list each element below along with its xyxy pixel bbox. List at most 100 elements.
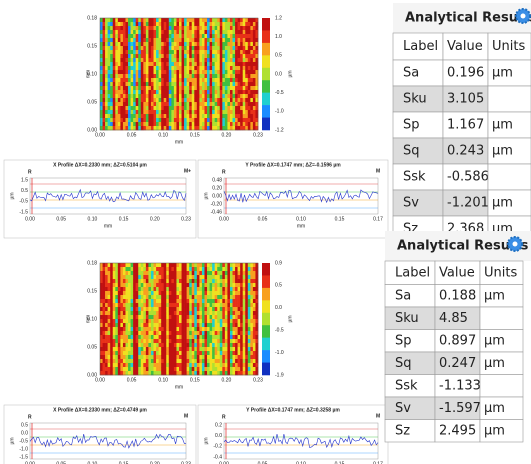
height-cell (163, 347, 167, 352)
height-cell (117, 331, 121, 336)
height-cell (128, 114, 131, 119)
height-cell (140, 331, 144, 336)
height-cell (240, 78, 244, 83)
height-cell (173, 30, 177, 35)
colorbar-segment (262, 263, 270, 276)
height-cell (255, 90, 259, 95)
height-cell (176, 263, 180, 268)
height-cell (181, 74, 185, 79)
height-cell (204, 331, 208, 336)
height-cell (128, 34, 131, 39)
height-cell (120, 90, 124, 95)
height-cell (240, 30, 244, 35)
height-cell (186, 102, 190, 107)
height-cell (112, 54, 116, 59)
height-cell (163, 22, 167, 27)
height-cell (189, 90, 193, 95)
height-cell (207, 295, 210, 300)
height-cell (209, 38, 213, 43)
height-cell (222, 90, 226, 95)
height-cell (130, 315, 134, 320)
height-cell (242, 367, 246, 372)
height-cell (120, 283, 124, 288)
height-cell (107, 26, 111, 31)
height-cell (189, 70, 193, 75)
height-cell (105, 110, 108, 115)
height-cell (145, 339, 149, 344)
height-cell (204, 263, 208, 268)
x-tick-label: 0.05 (258, 461, 268, 464)
height-cell (204, 339, 208, 344)
height-cell (252, 82, 256, 87)
height-cell (173, 70, 177, 75)
height-cell (181, 287, 185, 292)
height-cell (245, 46, 249, 51)
height-cell (209, 62, 213, 67)
height-cell (229, 311, 233, 316)
height-cell (153, 299, 157, 304)
height-cell (100, 82, 103, 87)
height-cell (191, 271, 195, 276)
height-cell (229, 271, 233, 276)
height-cell (135, 46, 139, 51)
height-cell (150, 26, 154, 31)
height-cell (122, 335, 126, 340)
height-cell (135, 122, 139, 127)
height-cell (189, 275, 193, 280)
x-tick-label: 0.05 (56, 461, 66, 464)
height-cell (140, 50, 144, 55)
height-cell (252, 347, 256, 352)
height-cell (247, 367, 251, 372)
height-cell (240, 331, 244, 336)
height-cell (191, 50, 195, 55)
height-cell (105, 102, 108, 107)
height-cell (125, 359, 129, 364)
height-cell (232, 339, 236, 344)
height-cell (133, 66, 136, 71)
height-cell (237, 62, 241, 67)
height-cell (150, 50, 154, 55)
height-cell (115, 22, 119, 27)
height-cell (161, 295, 165, 300)
height-cell (153, 315, 157, 320)
height-cell (168, 58, 172, 63)
height-cell (115, 319, 119, 324)
height-cell (217, 335, 221, 340)
height-cell (194, 267, 198, 272)
height-cell (255, 303, 259, 308)
height-cell (240, 315, 244, 320)
height-cell (186, 371, 190, 376)
height-cell (235, 315, 238, 320)
height-cell (247, 303, 251, 308)
height-cell (224, 26, 228, 31)
cell-text: Units (492, 39, 525, 54)
height-cell (173, 335, 177, 340)
height-cell (171, 363, 175, 368)
height-cell (209, 58, 213, 63)
height-cell (168, 78, 172, 83)
height-cell (128, 58, 131, 63)
height-cell (115, 283, 119, 288)
height-cell (115, 315, 119, 320)
height-cell (194, 335, 198, 340)
height-cell (102, 66, 106, 71)
height-cell (222, 54, 226, 59)
height-cell (112, 114, 116, 119)
height-cell (186, 323, 190, 328)
height-cell (250, 86, 254, 91)
height-cell (245, 263, 249, 268)
height-cell (150, 46, 154, 51)
height-cell (194, 86, 198, 91)
height-cell (179, 66, 182, 71)
height-cell (143, 34, 147, 39)
height-cell (168, 30, 172, 35)
height-cell (214, 287, 218, 292)
height-cell (242, 275, 246, 280)
height-cell (120, 22, 124, 27)
height-cell (245, 319, 249, 324)
height-cell (245, 62, 249, 67)
height-cell (105, 30, 108, 35)
height-cell (240, 263, 244, 268)
height-cell (168, 311, 172, 316)
height-cell (237, 74, 241, 79)
